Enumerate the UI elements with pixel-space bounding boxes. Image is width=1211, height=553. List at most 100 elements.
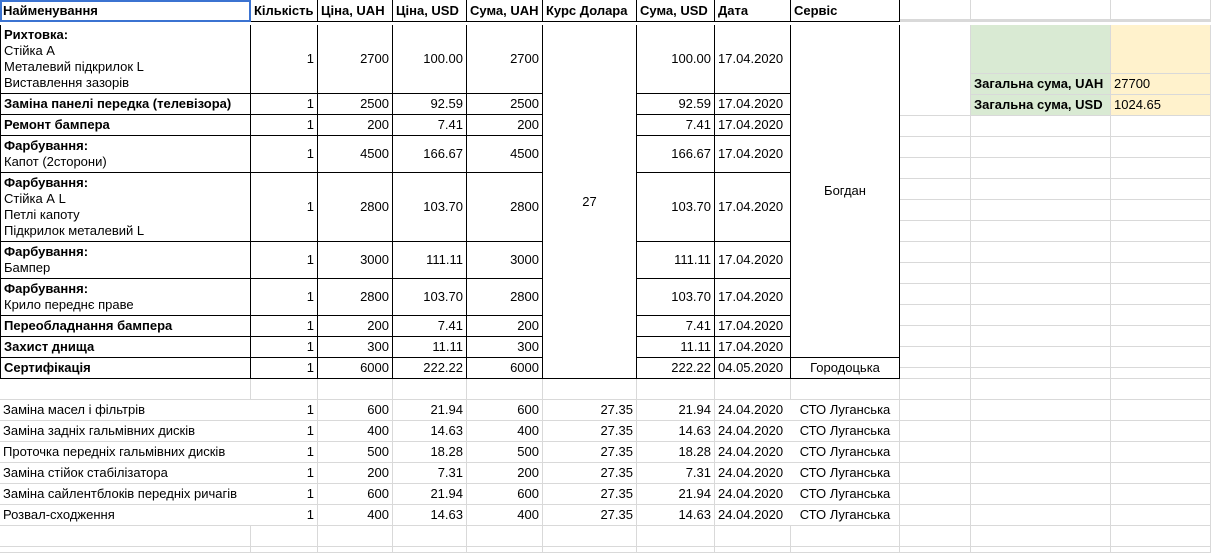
empty-cell[interactable]: [900, 137, 971, 158]
date-cell[interactable]: 17.04.2020: [715, 94, 791, 115]
empty-cell[interactable]: [971, 305, 1111, 326]
sum-uah-cell[interactable]: 6000: [467, 358, 543, 379]
empty-cell[interactable]: [543, 547, 637, 553]
empty-cell[interactable]: [467, 379, 543, 400]
empty-cell[interactable]: [1111, 463, 1211, 484]
quantity-cell[interactable]: 1: [251, 136, 318, 173]
date-cell[interactable]: 24.04.2020: [715, 442, 791, 463]
table-row-name[interactable]: Розвал-сходження: [0, 505, 251, 526]
date-cell[interactable]: 17.04.2020: [715, 316, 791, 337]
empty-cell[interactable]: [791, 379, 900, 400]
empty-cell[interactable]: [900, 242, 971, 263]
sum-uah-cell[interactable]: 4500: [467, 136, 543, 173]
price-usd-cell[interactable]: 100.00: [393, 25, 467, 94]
price-usd-cell[interactable]: 103.70: [393, 173, 467, 242]
price-uah-cell[interactable]: 2500: [318, 94, 393, 115]
price-usd-cell[interactable]: 222.22: [393, 358, 467, 379]
price-usd-cell[interactable]: 7.41: [393, 115, 467, 136]
service-cell[interactable]: СТО Луганська: [791, 421, 900, 442]
header-quantity[interactable]: Кількість: [251, 0, 318, 22]
price-uah-cell[interactable]: 300: [318, 337, 393, 358]
dollar-rate-cell[interactable]: 27.35: [543, 505, 637, 526]
table-row-name[interactable]: Переобладнання бампера: [0, 316, 251, 337]
empty-cell[interactable]: [318, 379, 393, 400]
sum-uah-cell[interactable]: 3000: [467, 242, 543, 279]
empty-cell[interactable]: [900, 263, 971, 284]
sum-usd-cell[interactable]: 14.63: [637, 505, 715, 526]
service-cell[interactable]: СТО Луганська: [791, 484, 900, 505]
dollar-rate-cell[interactable]: 27.35: [543, 400, 637, 421]
empty-cell[interactable]: [1111, 158, 1211, 179]
empty-cell[interactable]: [1111, 116, 1211, 137]
quantity-cell[interactable]: 1: [251, 25, 318, 94]
sum-usd-cell[interactable]: 7.41: [637, 316, 715, 337]
empty-cell[interactable]: [1111, 242, 1211, 263]
empty-cell[interactable]: [543, 379, 637, 400]
empty-cell[interactable]: [900, 326, 971, 347]
total-usd-value[interactable]: 1024.65: [1111, 95, 1211, 116]
quantity-cell[interactable]: 1: [251, 442, 318, 463]
empty-cell[interactable]: [1111, 400, 1211, 421]
empty-cell[interactable]: [971, 442, 1111, 463]
empty-cell[interactable]: [1111, 484, 1211, 505]
empty-cell[interactable]: [900, 0, 971, 22]
dollar-rate-cell[interactable]: 27.35: [543, 484, 637, 505]
header-service[interactable]: Сервіс: [791, 0, 900, 22]
sum-uah-cell[interactable]: 600: [467, 484, 543, 505]
price-uah-cell[interactable]: 400: [318, 505, 393, 526]
price-usd-cell[interactable]: 7.41: [393, 316, 467, 337]
empty-cell[interactable]: [900, 347, 971, 368]
service-cell[interactable]: Городоцька: [791, 358, 900, 379]
table-row-name[interactable]: Заміна задніх гальмівних дисків: [0, 421, 251, 442]
dollar-rate-cell[interactable]: 27.35: [543, 421, 637, 442]
sum-usd-cell[interactable]: 7.41: [637, 115, 715, 136]
price-usd-cell[interactable]: 14.63: [393, 421, 467, 442]
price-usd-cell[interactable]: 18.28: [393, 442, 467, 463]
empty-cell[interactable]: [318, 526, 393, 547]
header-name[interactable]: Найменування: [0, 0, 251, 22]
sum-uah-cell[interactable]: 300: [467, 337, 543, 358]
empty-cell[interactable]: [791, 547, 900, 553]
sum-uah-cell[interactable]: 2500: [467, 94, 543, 115]
price-uah-cell[interactable]: 500: [318, 442, 393, 463]
empty-cell[interactable]: [1111, 284, 1211, 305]
empty-cell[interactable]: [900, 116, 971, 137]
empty-cell[interactable]: [971, 368, 1111, 379]
date-cell[interactable]: 17.04.2020: [715, 25, 791, 94]
table-row-name[interactable]: Фарбування: Крило переднє праве: [0, 279, 251, 316]
sum-usd-cell[interactable]: 100.00: [637, 25, 715, 94]
empty-cell[interactable]: [971, 179, 1111, 200]
price-usd-cell[interactable]: 166.67: [393, 136, 467, 173]
table-row-name[interactable]: Фарбування: Капот (2сторони): [0, 136, 251, 173]
sum-uah-cell[interactable]: 200: [467, 316, 543, 337]
price-uah-cell[interactable]: 400: [318, 421, 393, 442]
empty-cell[interactable]: [971, 400, 1111, 421]
price-uah-cell[interactable]: 200: [318, 463, 393, 484]
header-dollar-rate[interactable]: Курс Долара: [543, 0, 637, 22]
empty-cell[interactable]: [1111, 0, 1211, 22]
empty-cell[interactable]: [637, 547, 715, 553]
date-cell[interactable]: 17.04.2020: [715, 115, 791, 136]
service-cell[interactable]: СТО Луганська: [791, 442, 900, 463]
empty-cell[interactable]: [900, 221, 971, 242]
empty-cell[interactable]: [1111, 305, 1211, 326]
header-sum-uah[interactable]: Сума, UAH: [467, 0, 543, 22]
quantity-cell[interactable]: 1: [251, 94, 318, 115]
table-row-name[interactable]: Заміна стійок стабілізатора: [0, 463, 251, 484]
sum-uah-cell[interactable]: 400: [467, 505, 543, 526]
sum-uah-cell[interactable]: 400: [467, 421, 543, 442]
date-cell[interactable]: 17.04.2020: [715, 337, 791, 358]
empty-cell[interactable]: [543, 526, 637, 547]
empty-cell[interactable]: [467, 526, 543, 547]
price-uah-cell[interactable]: 2700: [318, 25, 393, 94]
sum-usd-cell[interactable]: 92.59: [637, 94, 715, 115]
empty-cell[interactable]: [900, 200, 971, 221]
header-sum-usd[interactable]: Сума, USD: [637, 0, 715, 22]
dollar-rate-cell[interactable]: 27.35: [543, 463, 637, 484]
empty-cell[interactable]: [1111, 505, 1211, 526]
empty-cell[interactable]: [971, 547, 1111, 553]
sum-usd-cell[interactable]: 103.70: [637, 279, 715, 316]
empty-cell[interactable]: [1111, 179, 1211, 200]
empty-cell[interactable]: [971, 158, 1111, 179]
quantity-cell[interactable]: 1: [251, 400, 318, 421]
